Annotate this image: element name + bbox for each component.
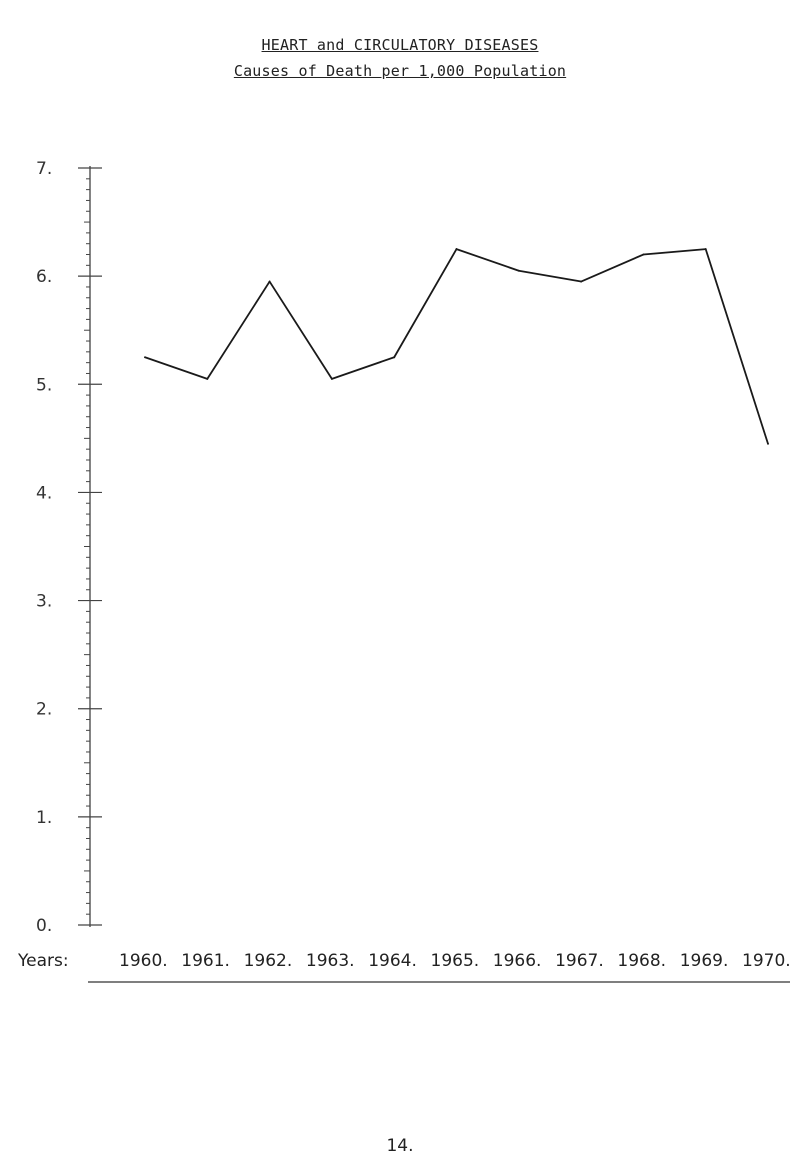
series-line-layer — [144, 248, 769, 445]
series-line-segment — [206, 280, 271, 380]
y-axis-tick-labels: 0. 1. 2. 3. 4. 5. 6. 7. — [36, 159, 52, 936]
series-line-segment — [704, 248, 769, 445]
x-tick-label: 1960. — [119, 951, 168, 971]
series-point — [580, 280, 582, 283]
series-line-segment — [144, 356, 209, 380]
series-point — [767, 442, 769, 445]
series-point — [144, 356, 146, 359]
chart-title: HEART and CIRCULATORY DISEASES — [261, 36, 539, 54]
series-point — [206, 377, 209, 380]
x-tick-label: 1965. — [431, 951, 480, 971]
y-tick-label: 6. — [36, 267, 52, 287]
chart-subtitle: Causes of Death per 1,000 Population — [233, 62, 567, 80]
x-tick-label: 1962. — [244, 951, 293, 971]
x-tick-label: 1967. — [555, 951, 604, 971]
y-tick-label: 4. — [36, 483, 52, 503]
series-line-segment — [393, 248, 458, 359]
series-line-segment — [642, 248, 707, 256]
series-point — [331, 377, 333, 380]
series-line-segment — [517, 269, 582, 283]
y-tick-label: 2. — [36, 700, 52, 720]
line-chart: 0. 1. 2. 3. 4. 5. 6. 7. Years: 1960. 1961. 1962. 19… — [17, 159, 791, 983]
y-tick-label: 3. — [36, 592, 52, 612]
y-tick-label: 5. — [36, 375, 52, 395]
series-line-segment — [580, 253, 645, 283]
x-tick-label: 1963. — [306, 951, 355, 971]
series-point — [393, 356, 396, 359]
series-line-segment — [455, 248, 520, 272]
series-point — [455, 248, 458, 251]
x-tick-label: 1969. — [680, 951, 729, 971]
series-point — [642, 253, 645, 256]
x-axis-title: Years: — [17, 951, 69, 971]
y-tick-label: 7. — [36, 159, 52, 179]
y-axis-ticks — [78, 167, 102, 926]
x-tick-label: 1970. — [742, 951, 791, 971]
series-line-segment — [330, 356, 396, 380]
x-tick-label: 1968. — [617, 951, 666, 971]
y-tick-label: 1. — [36, 808, 52, 828]
x-tick-label: 1964. — [368, 951, 417, 971]
series-point — [268, 280, 271, 283]
x-tick-label: 1961. — [181, 951, 230, 971]
series-point — [517, 269, 520, 272]
page-number: 14. — [386, 1136, 414, 1156]
series-point — [704, 248, 707, 251]
x-axis-labels: Years: 1960. 1961. 1962. 1963. 1964. 1965. 1966… — [17, 951, 791, 971]
series-line-segment — [268, 280, 333, 380]
x-tick-label: 1966. — [493, 951, 542, 971]
y-tick-label: 0. — [36, 916, 52, 936]
